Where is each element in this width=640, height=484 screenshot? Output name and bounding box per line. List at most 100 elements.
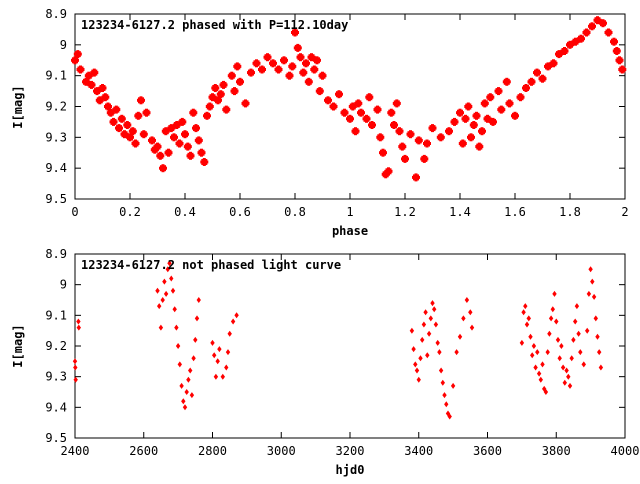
- data-point: [346, 114, 354, 123]
- data-point: [93, 87, 101, 96]
- y-tick-label: 9.5: [45, 431, 67, 445]
- data-point: [73, 376, 78, 383]
- data-point: [542, 385, 547, 392]
- data-point: [219, 80, 228, 89]
- data-point: [73, 364, 78, 371]
- data-point: [280, 56, 288, 65]
- data-point: [494, 87, 503, 96]
- data-point: [95, 96, 104, 105]
- data-point: [557, 355, 562, 362]
- data-point: [567, 382, 573, 389]
- data-point: [106, 108, 115, 117]
- data-point: [182, 404, 188, 411]
- data-point: [236, 77, 244, 86]
- data-point: [163, 290, 169, 297]
- data-point: [175, 343, 181, 349]
- data-point: [90, 68, 99, 77]
- data-point: [593, 315, 598, 322]
- data-point: [186, 151, 195, 160]
- data-point: [497, 105, 506, 114]
- data-point: [468, 309, 473, 316]
- data-point: [445, 127, 453, 136]
- data-point: [179, 382, 184, 389]
- data-point: [406, 130, 415, 139]
- data-point: [153, 142, 162, 151]
- data-point: [610, 37, 618, 46]
- data-point: [170, 287, 176, 294]
- data-point: [526, 315, 531, 322]
- data-point: [502, 77, 511, 86]
- data-point: [258, 65, 266, 74]
- data-point: [569, 355, 574, 362]
- data-point: [450, 382, 456, 389]
- data-point: [165, 266, 170, 273]
- data-point: [200, 158, 209, 166]
- data-point: [548, 315, 554, 322]
- data-point: [387, 108, 396, 117]
- data-point: [454, 349, 459, 356]
- data-point: [398, 142, 407, 151]
- data-point: [230, 87, 239, 96]
- data-point: [269, 59, 277, 68]
- data-point: [274, 65, 283, 74]
- data-point: [156, 151, 165, 160]
- data-point: [425, 352, 430, 359]
- data-point: [329, 102, 338, 111]
- data-point: [87, 80, 96, 89]
- x-tick-label: 3400: [404, 444, 433, 458]
- data-point: [450, 117, 459, 126]
- x-tick-label: 1.2: [394, 205, 416, 219]
- data-point: [384, 167, 393, 176]
- data-point: [76, 324, 81, 331]
- data-point: [414, 136, 423, 145]
- data-point: [376, 133, 385, 142]
- data-point: [478, 127, 486, 136]
- data-point: [194, 315, 200, 322]
- data-point: [418, 355, 423, 362]
- data-point: [421, 321, 427, 328]
- data-point: [362, 114, 371, 123]
- data-point: [505, 99, 514, 108]
- data-point: [137, 96, 145, 105]
- data-point: [73, 50, 82, 59]
- data-point: [456, 108, 464, 117]
- data-point: [574, 303, 580, 310]
- data-point: [598, 364, 604, 371]
- data-point: [109, 117, 118, 126]
- data-point: [585, 327, 590, 334]
- data-point: [379, 148, 387, 157]
- data-point: [604, 28, 613, 37]
- x-tick-label: 3600: [473, 444, 502, 458]
- data-point: [104, 102, 112, 111]
- data-point: [214, 96, 222, 105]
- data-point: [464, 102, 473, 111]
- data-point: [126, 133, 134, 142]
- data-point: [318, 71, 327, 80]
- data-point: [533, 68, 541, 77]
- data-point: [618, 65, 627, 74]
- data-point: [559, 343, 564, 349]
- data-point: [170, 133, 178, 142]
- data-point: [432, 306, 437, 313]
- data-point: [310, 65, 319, 74]
- data-point: [571, 37, 580, 46]
- data-point: [524, 321, 530, 328]
- chart-panel-raw: 2400 2600 2800 3000 3200 3400 3600 3800 4000 8.9 9…: [11, 247, 639, 477]
- data-point: [516, 93, 525, 102]
- data-point: [588, 22, 596, 31]
- data-point: [285, 71, 294, 80]
- data-point: [373, 105, 382, 114]
- y-axis-label: I[mag]: [11, 324, 25, 367]
- data-point: [82, 77, 90, 86]
- x-tick-label: 3800: [542, 444, 571, 458]
- data-point: [447, 413, 452, 420]
- data-point: [213, 373, 219, 380]
- data-point: [172, 306, 177, 313]
- data-point: [440, 379, 445, 386]
- data-point: [169, 275, 174, 282]
- x-tick-label: 0.4: [174, 205, 196, 219]
- data-point: [590, 278, 595, 285]
- data-point: [252, 59, 261, 68]
- data-point: [533, 364, 538, 371]
- data-point: [428, 124, 437, 133]
